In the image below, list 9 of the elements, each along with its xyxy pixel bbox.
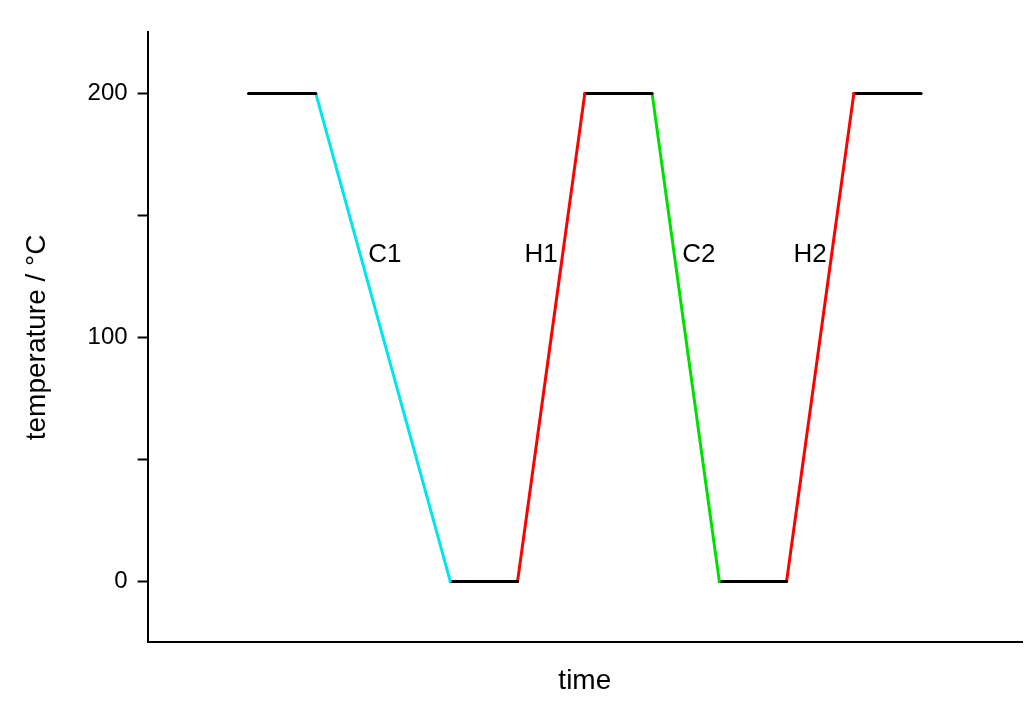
x-axis-title: time [558, 663, 612, 695]
series-label: H2 [793, 237, 827, 268]
series-label: C2 [682, 237, 716, 268]
series-label: C1 [368, 237, 402, 268]
y-tick-label: 100 [87, 322, 128, 350]
y-axis-title: temperature / °C [19, 234, 51, 441]
y-tick-label: 200 [87, 78, 128, 106]
series-label: H1 [524, 237, 558, 268]
y-tick-label: 0 [114, 566, 128, 594]
